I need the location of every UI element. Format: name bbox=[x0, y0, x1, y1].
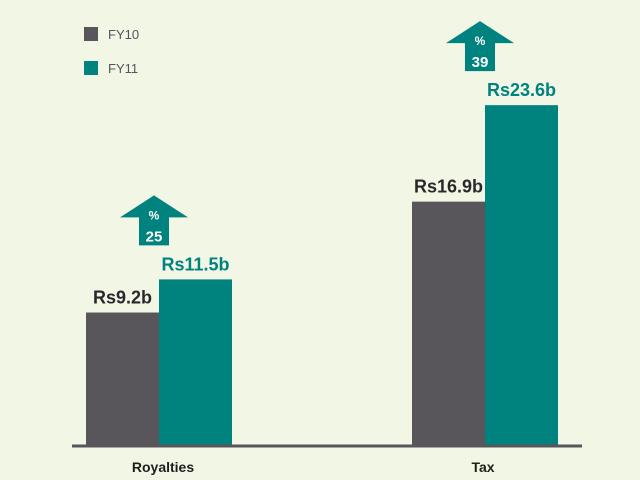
legend-label-fy10: FY10 bbox=[108, 26, 140, 42]
data-label-tax-fy10: Rs16.9b bbox=[414, 177, 483, 197]
legend-label-fy11: FY11 bbox=[108, 60, 139, 76]
legend: FY10 FY11 bbox=[84, 24, 139, 92]
data-label-royalties-fy10: Rs9.2b bbox=[93, 288, 152, 308]
category-label-royalties: Royalties bbox=[132, 459, 194, 475]
bar-royalties-fy10 bbox=[86, 312, 159, 445]
category-label-tax: Tax bbox=[471, 459, 494, 475]
bar-tax-fy10 bbox=[412, 201, 485, 445]
legend-swatch-fy11 bbox=[84, 61, 98, 75]
bar-tax-fy11 bbox=[485, 105, 558, 445]
legend-item-fy11: FY11 bbox=[84, 58, 139, 78]
data-label-tax-fy11: Rs23.6b bbox=[487, 80, 556, 100]
growth-value-royalties: 25 bbox=[146, 228, 163, 245]
legend-swatch-fy10 bbox=[84, 27, 98, 41]
bar-royalties-fy11 bbox=[159, 279, 232, 445]
data-label-royalties-fy11: Rs11.5b bbox=[161, 254, 229, 274]
growth-symbol-tax: % bbox=[475, 34, 486, 48]
growth-arrow-tax bbox=[446, 21, 514, 72]
growth-value-tax: 39 bbox=[472, 54, 489, 71]
growth-symbol-royalties: % bbox=[149, 208, 160, 222]
growth-arrow-royalties bbox=[120, 195, 188, 246]
legend-item-fy10: FY10 bbox=[84, 24, 139, 44]
